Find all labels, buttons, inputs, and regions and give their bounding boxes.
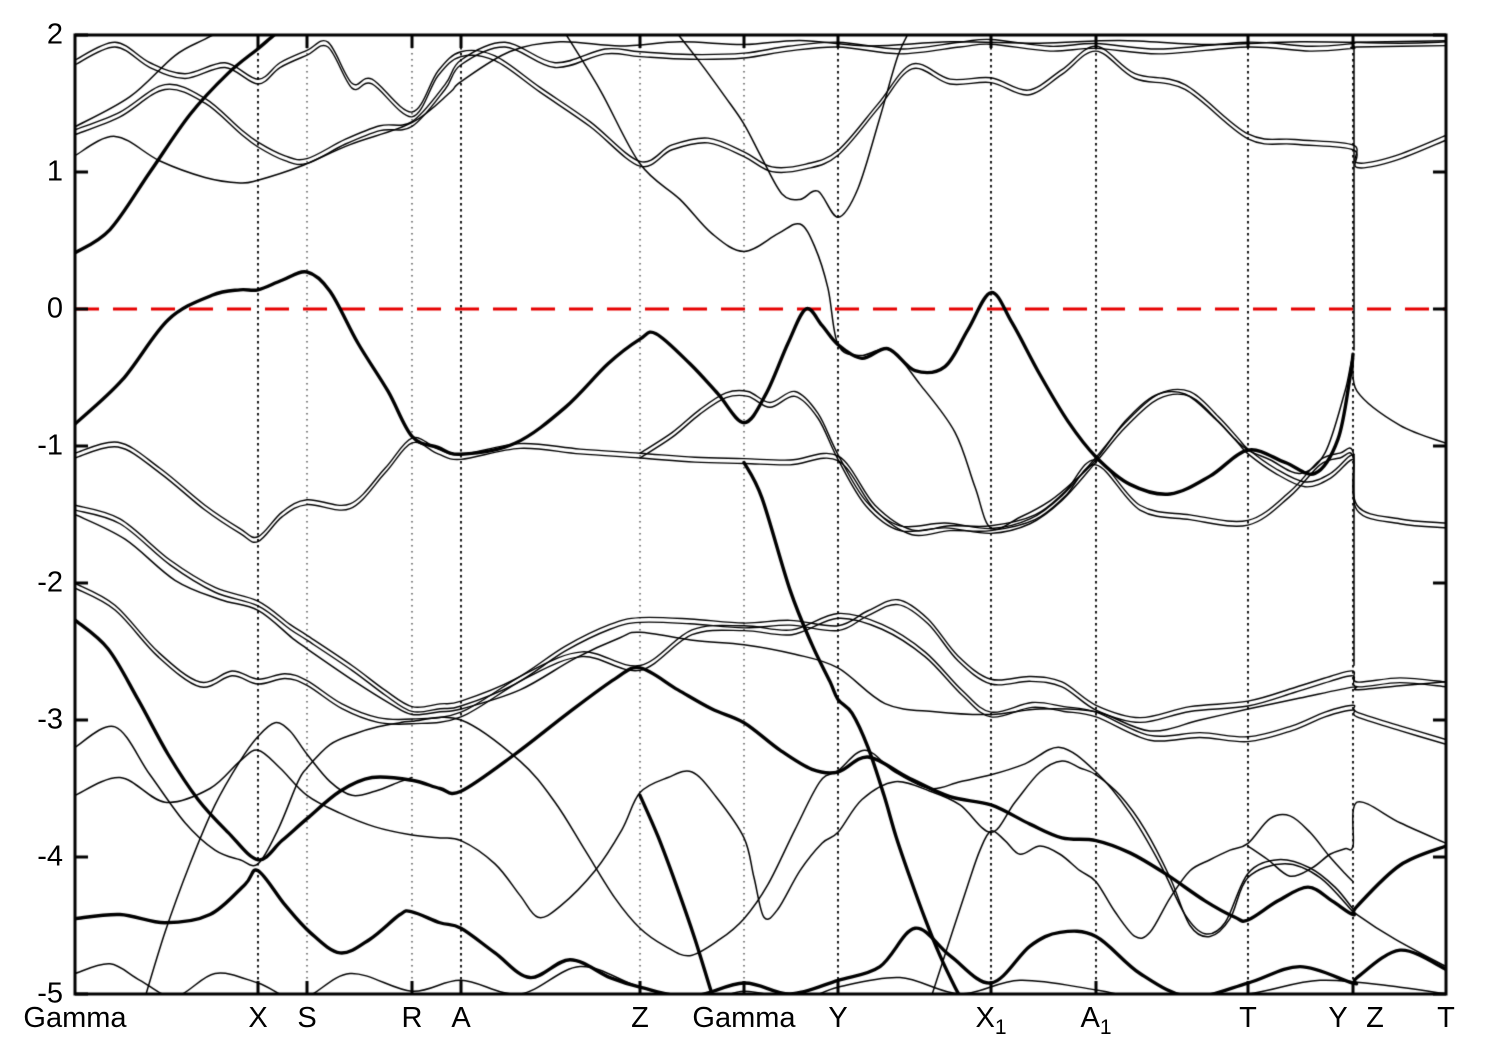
x-tick-label: Z	[631, 1002, 649, 1034]
x-tick-label: Z	[1366, 1002, 1384, 1034]
y-tick-label: -3	[37, 703, 63, 736]
y-tick-label: 0	[46, 292, 63, 325]
x-tick-label: Y	[1328, 1002, 1348, 1034]
y-tick-label: -2	[37, 566, 63, 599]
x-tick-label: X1	[975, 1002, 1007, 1039]
x-tick-label: A1	[1080, 1002, 1112, 1039]
x-tick-label: Y	[828, 1002, 848, 1034]
y-tick-label: -1	[37, 429, 63, 462]
y-tick-label: -5	[37, 977, 63, 1010]
x-tick-label: A	[451, 1002, 471, 1034]
x-tick-label: T	[1437, 1002, 1455, 1034]
x-tick-label: R	[401, 1002, 423, 1034]
x-tick-label: S	[297, 1002, 317, 1034]
y-tick-label: -4	[37, 840, 63, 873]
y-tick-label: 1	[46, 155, 63, 188]
x-tick-label: T	[1239, 1002, 1257, 1034]
y-tick-label: 2	[46, 18, 63, 51]
x-tick-label: X	[248, 1002, 268, 1034]
x-tick-label: Gamma	[692, 1002, 796, 1034]
x-tick-label: Gamma	[23, 1002, 127, 1034]
